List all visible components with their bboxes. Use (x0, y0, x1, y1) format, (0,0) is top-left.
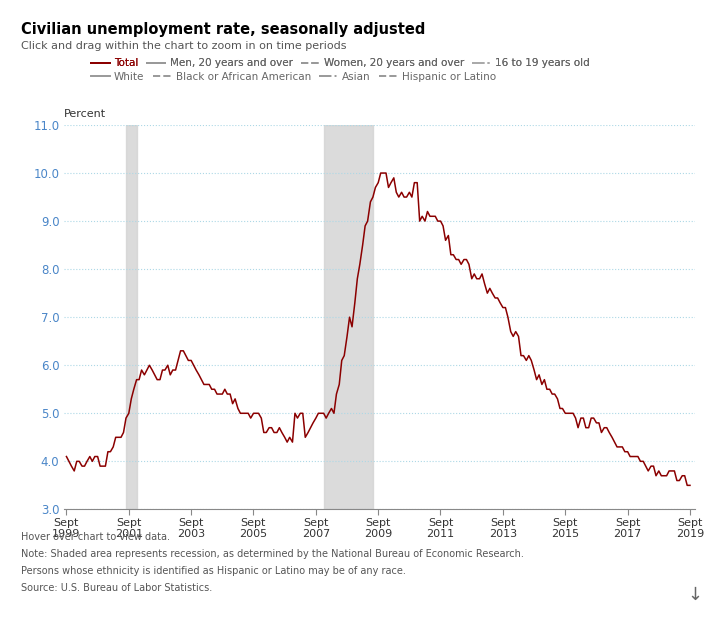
Text: Percent: Percent (64, 109, 106, 119)
Text: Note: Shaded area represents recession, as determined by the National Bureau of : Note: Shaded area represents recession, … (21, 549, 524, 559)
Text: Source: U.S. Bureau of Labor Statistics.: Source: U.S. Bureau of Labor Statistics. (21, 583, 212, 593)
Bar (324, 125, 373, 509)
Text: Hover over chart to view data.: Hover over chart to view data. (21, 532, 170, 542)
Bar (126, 125, 137, 509)
Text: Persons whose ethnicity is identified as Hispanic or Latino may be of any race.: Persons whose ethnicity is identified as… (21, 566, 406, 576)
Legend: Total, Men, 20 years and over, Women, 20 years and over, 16 to 19 years old: Total, Men, 20 years and over, Women, 20… (91, 58, 590, 68)
Text: Click and drag within the chart to zoom in on time periods: Click and drag within the chart to zoom … (21, 41, 347, 51)
Text: ↓: ↓ (687, 586, 703, 604)
Legend: White, Black or African American, Asian, Hispanic or Latino: White, Black or African American, Asian,… (91, 72, 496, 82)
Text: Civilian unemployment rate, seasonally adjusted: Civilian unemployment rate, seasonally a… (21, 22, 426, 37)
